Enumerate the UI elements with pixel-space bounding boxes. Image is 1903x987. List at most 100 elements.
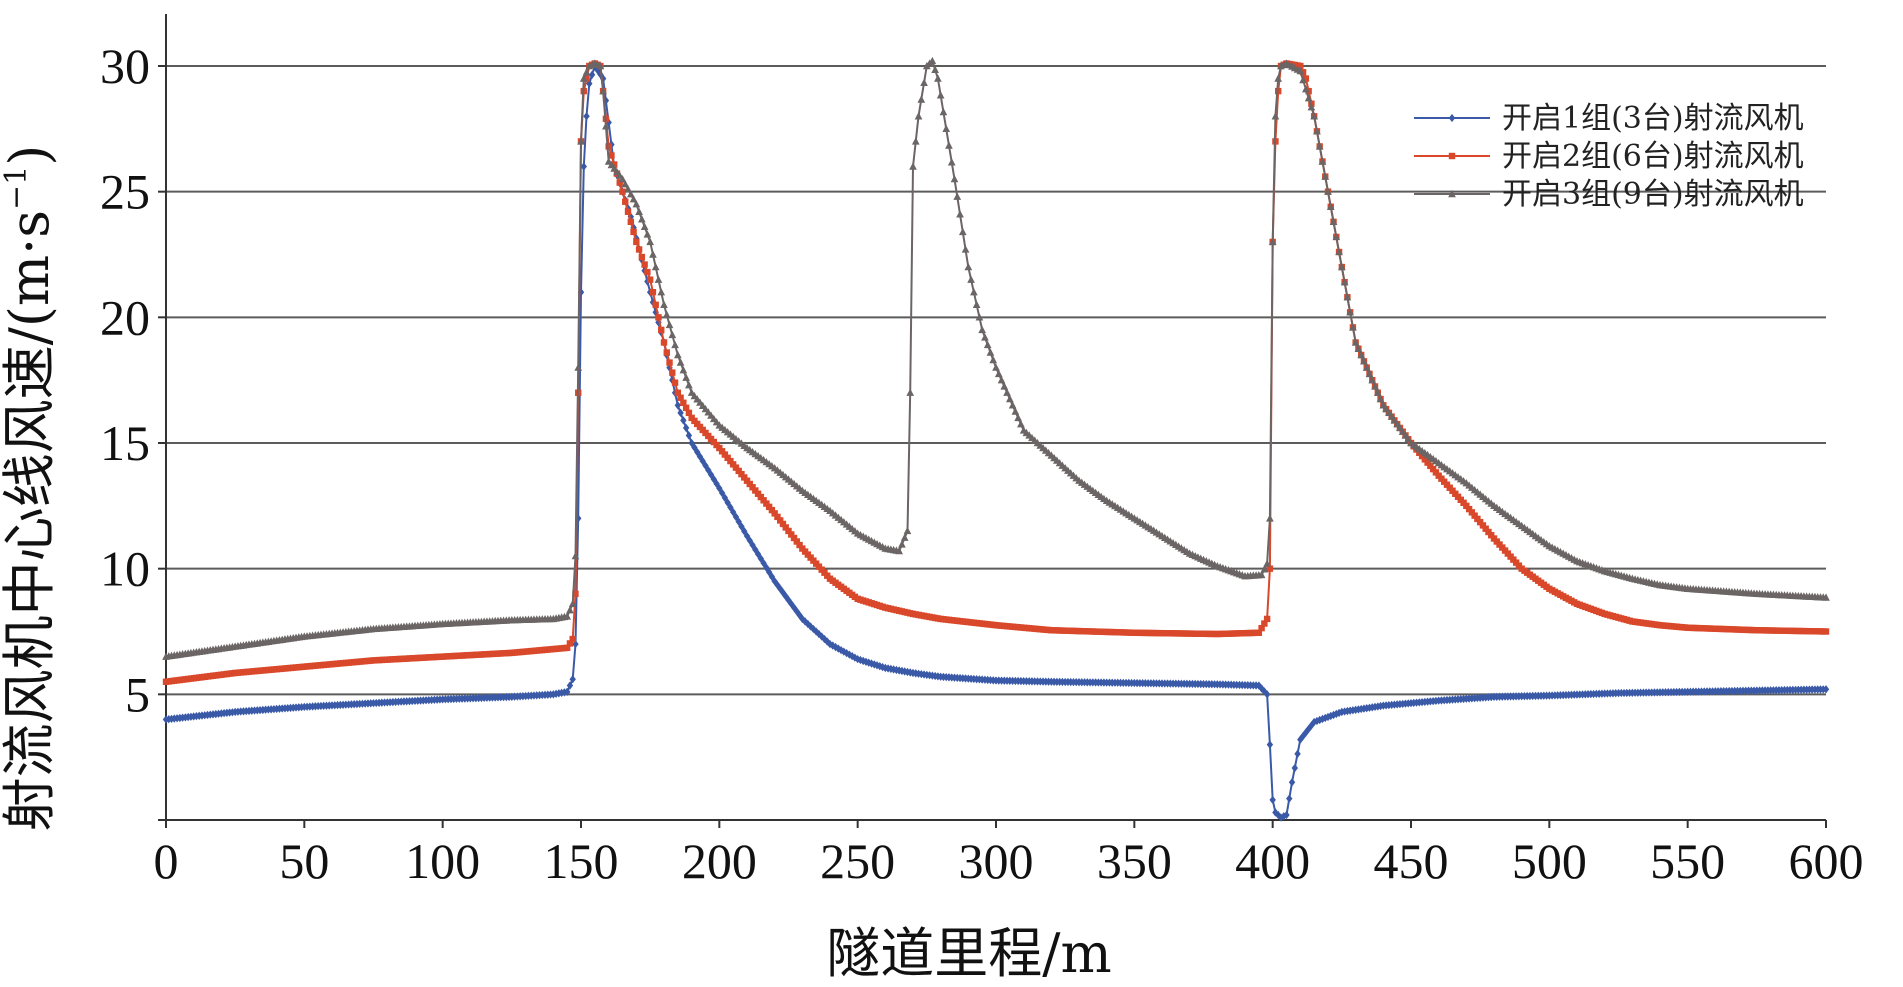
tick-labels: 0 50 100 150 200 250 300 350 400 450 500 550 600 5 10 1…	[100, 38, 1864, 889]
y-axis-title: 射流风机中心线风速/(m·s−1)	[0, 145, 61, 832]
series-2-point	[788, 531, 795, 538]
series-2-point	[741, 474, 748, 481]
series-2-point	[785, 527, 792, 535]
series-1-point	[710, 475, 717, 484]
series-1-point	[1299, 731, 1307, 741]
x-axis-title: 隧道里程/m	[826, 922, 1111, 985]
series-3-point	[571, 551, 580, 560]
series-1-point	[793, 607, 800, 616]
series-2-point	[1465, 505, 1473, 513]
series-2-point	[641, 261, 648, 268]
series-1-point	[718, 488, 726, 498]
series-1-point	[1283, 810, 1290, 820]
y-tick-label-25: 25	[100, 164, 150, 220]
series-3-point	[632, 200, 641, 208]
series-3-point	[626, 190, 635, 198]
series-3-point	[579, 74, 588, 82]
series-2-point	[1432, 469, 1440, 476]
series-2-point	[1463, 502, 1470, 510]
series-1-point	[829, 641, 836, 650]
series-2-point	[566, 640, 574, 647]
y-axis-title-sup: −1	[0, 166, 34, 210]
x-tick-label-550: 550	[1650, 833, 1725, 889]
series-1-point	[788, 599, 795, 609]
series-2-point	[771, 510, 778, 517]
series-2-point	[627, 218, 634, 226]
series-3-point	[911, 137, 920, 145]
x-tick-label-100: 100	[405, 833, 480, 889]
series-1-point	[721, 493, 729, 502]
series-1-point	[741, 527, 748, 536]
series-3-point	[629, 195, 638, 203]
series-3-point	[1354, 344, 1363, 352]
series-1-point	[563, 687, 571, 696]
series-1-point	[586, 79, 593, 88]
series-1-point	[1258, 684, 1265, 693]
series-2-point	[649, 289, 657, 296]
series-2-point	[774, 513, 781, 521]
series-3-point	[577, 137, 585, 145]
series-2-point	[793, 538, 800, 545]
legend-item-2: 开启2组(6台)射流风机	[1414, 139, 1804, 174]
series-1-point	[1310, 717, 1318, 727]
series-3-point	[1357, 350, 1366, 359]
series-3-point	[1346, 308, 1354, 316]
series-3-point	[1268, 237, 1277, 246]
series-3-point	[568, 599, 577, 608]
series-3-point	[942, 124, 951, 133]
series-2-point	[754, 490, 762, 497]
series-3-point	[665, 320, 674, 329]
series-1-point	[824, 637, 831, 646]
series-3-point	[964, 262, 973, 271]
series-1-point	[588, 70, 596, 79]
series-3-point	[953, 192, 962, 200]
series-2-point	[583, 75, 590, 82]
series-2-point	[716, 444, 723, 452]
series-3-point	[640, 222, 649, 231]
series-2-point	[1488, 532, 1495, 539]
series-2-point	[790, 534, 798, 542]
series-2-point	[1421, 456, 1429, 463]
series-1-point	[1322, 713, 1329, 723]
series-1-point	[735, 517, 742, 526]
series-3-point	[618, 174, 627, 183]
series-3-point	[602, 122, 610, 130]
series-3-point	[1313, 127, 1321, 135]
series-3-point	[624, 184, 632, 193]
y-tick-label-20: 20	[100, 289, 150, 345]
series-3-point	[978, 325, 987, 334]
series-3-point	[1299, 75, 1307, 84]
series-3-point	[1329, 217, 1338, 226]
series-2-point	[680, 399, 687, 406]
x-tick-label-400: 400	[1235, 833, 1310, 889]
series-3-point	[638, 215, 646, 223]
series-2-point	[749, 484, 756, 491]
y-tick-label-10: 10	[100, 541, 150, 597]
series-3-point	[958, 227, 967, 236]
series-2-point	[738, 470, 745, 478]
series-3-point	[1271, 112, 1280, 120]
series-1-point	[799, 614, 806, 624]
series-3-point	[660, 300, 668, 308]
series-3-point	[574, 363, 583, 371]
series-3-point	[676, 358, 685, 366]
series-3-point	[1257, 570, 1266, 579]
legend-marker-1	[1448, 113, 1456, 123]
series-1-point	[566, 681, 574, 690]
series-1-point	[580, 162, 587, 171]
series-2-point	[1471, 512, 1478, 519]
series-2-point	[1482, 525, 1489, 532]
series-2-point	[760, 497, 767, 504]
series-1-point	[1294, 749, 1301, 758]
y-axis-title-main: 射流风机中心线风速/(m·s	[0, 210, 61, 831]
series-3-point	[1310, 112, 1319, 120]
series-1-point	[677, 408, 684, 417]
series-3-point	[906, 388, 915, 396]
series-2-point	[763, 500, 770, 507]
series-2-point	[782, 524, 789, 531]
series-3-point	[1321, 172, 1330, 180]
series-2-point	[727, 457, 734, 465]
series-3-point	[657, 288, 666, 296]
series-2-point	[669, 369, 676, 376]
